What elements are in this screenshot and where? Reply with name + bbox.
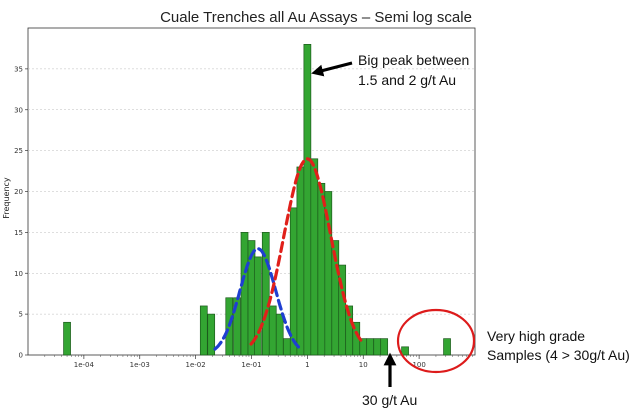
histogram-bar (317, 182, 326, 356)
peak-arrow (311, 61, 353, 77)
peak-annotation-line: 1.5 and 2 g/t Au (358, 72, 456, 88)
y-tick-label: 25 (14, 147, 23, 155)
histogram-bar (275, 313, 284, 356)
x-tick-label: 1e-03 (130, 361, 150, 369)
y-tick-label: 0 (19, 352, 23, 360)
histogram-bar (207, 313, 216, 356)
blue-fit-curve (213, 247, 303, 351)
histogram-bar (401, 346, 409, 356)
y-tick-label: 15 (14, 229, 23, 237)
histogram-bar (373, 338, 382, 356)
y-tick-label: 30 (14, 106, 23, 114)
y-tick-label: 5 (19, 311, 23, 319)
x-tick-label: 100 (412, 361, 425, 369)
histogram-bar (380, 338, 389, 356)
high-grade-annotation-line: Very high grade (487, 328, 585, 344)
red-fit-curve (249, 157, 366, 346)
x-tick-label: 1e-02 (186, 361, 206, 369)
histogram-bar (63, 321, 71, 356)
x-tick-label: 10 (359, 361, 368, 369)
x-tick-label: 1 (305, 361, 309, 369)
y-tick-label: 10 (14, 270, 23, 278)
histogram-bar (443, 338, 451, 356)
chart-title: Cuale Trenches all Au Assays – Semi log … (160, 9, 472, 26)
histogram-bar (199, 305, 208, 356)
y-tick-label: 35 (14, 65, 23, 73)
histogram-bar (240, 232, 249, 356)
histogram-bar (303, 43, 312, 356)
plot-area: 0 5 10 15 20 25 30 35 1e-04 1e-03 1e-02 1e-01 1 10 100 (14, 27, 476, 369)
y-axis-label: Frequency (2, 177, 11, 219)
histogram-bar (254, 256, 262, 356)
x-tick-label: 1e-01 (241, 361, 261, 369)
annotations: Big peak between 1.5 and 2 g/t Au 30 g/t A… (311, 52, 630, 408)
peak-annotation-line: Big peak between (358, 52, 469, 68)
histogram-bar (366, 338, 375, 356)
histogram-bar (268, 305, 277, 356)
thirty-annotation: 30 g/t Au (362, 392, 417, 408)
y-tick-label: 20 (14, 188, 23, 196)
x-tick-label: 1e-04 (74, 361, 95, 369)
histogram-bar (296, 166, 305, 356)
histogram-bar (283, 338, 291, 356)
histogram-bar (310, 158, 319, 356)
high-grade-highlight-circle (396, 308, 476, 374)
high-grade-annotation-line: Samples (4 > 30g/t Au) (487, 347, 630, 363)
histogram-bar (261, 232, 270, 356)
